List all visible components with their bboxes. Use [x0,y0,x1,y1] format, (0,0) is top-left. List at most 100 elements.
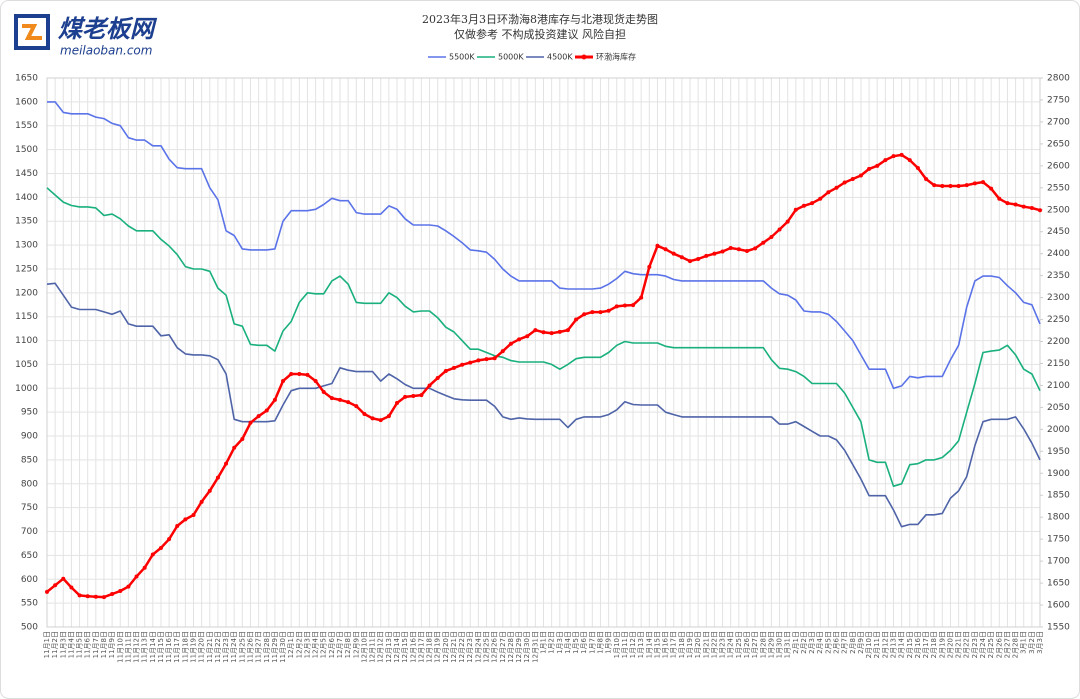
y-tick-label: 850 [21,455,38,465]
series-marker [557,329,562,334]
series-marker [867,166,872,171]
x-tick-label: 11月12日 [133,631,141,663]
x-tick-label: 2月4日 [816,631,824,654]
y2-tick-label: 1650 [1047,579,1070,589]
series-marker [671,251,676,256]
x-tick-label: 2月5日 [824,631,832,654]
series-marker [663,247,668,252]
series-marker [696,256,701,261]
x-tick-label: 1月24日 [727,631,735,658]
x-tick-label: 12月11日 [369,631,377,663]
y2-tick-label: 2000 [1047,425,1070,435]
y2-tick-label: 2400 [1047,249,1070,259]
x-tick-label: 3月3日 [1036,631,1044,654]
logo-icon-mark [22,24,42,40]
x-tick-label: 1月5日 [572,631,580,654]
y-tick-label: 1450 [15,169,38,179]
y-tick-label: 1300 [15,241,38,251]
x-tick-label: 2月13日 [889,631,897,658]
x-tick-label: 1月31日 [784,631,792,658]
x-tick-label: 1月29日 [767,631,775,658]
y2-tick-label: 1600 [1047,601,1070,611]
series-marker [1005,201,1010,206]
x-tick-label: 12月7日 [336,631,344,658]
x-tick-label: 12月29日 [515,631,523,663]
series-marker [45,589,49,594]
series-marker [386,414,391,419]
series-marker [492,356,497,361]
x-tick-label: 12月17日 [417,631,425,663]
x-tick-label: 11月20日 [198,631,206,663]
series-marker [248,420,253,425]
series-marker [972,181,977,186]
x-tick-label: 2月28日 [1012,631,1020,658]
x-tick-label: 2月27日 [1003,631,1011,658]
x-tick-label: 11月5日 [76,631,84,658]
series-marker [549,331,554,336]
y-tick-label: 1400 [15,193,38,203]
x-tick-label: 1月14日 [645,631,653,658]
x-tick-label: 12月21日 [450,631,458,663]
series-marker [956,184,961,189]
x-tick-label: 11月9日 [108,631,116,658]
x-tick-label: 1月21日 [702,631,710,658]
y2-tick-label: 2800 [1047,74,1070,84]
legend-label: 5000K [498,53,524,62]
series-marker [810,201,815,206]
series-marker [875,163,880,168]
x-tick-label: 11月4日 [67,631,75,658]
x-tick-label: 1月25日 [735,631,743,658]
x-tick-label: 1月9日 [605,631,613,654]
x-tick-label: 12月2日 [295,631,303,658]
x-tick-label: 2月21日 [955,631,963,658]
series-marker [785,219,790,224]
x-tick-label: 11月2日 [51,631,59,658]
x-tick-label: 11月21日 [206,631,214,663]
series-marker [240,437,245,442]
y-tick-label: 600 [21,575,38,585]
x-tick-label: 12月26日 [491,631,499,663]
series-marker [500,349,505,354]
x-tick-label: 2月10日 [865,631,873,658]
x-tick-label: 12月1日 [287,631,295,658]
y-tick-label: 1100 [15,336,38,346]
series-marker [981,180,986,185]
x-tick-label: 2月15日 [906,631,914,658]
x-tick-label: 11月17日 [173,631,181,663]
series-marker [655,243,660,248]
y2-tick-label: 2100 [1047,381,1070,391]
x-tick-label: 11月3日 [59,631,67,658]
series-marker [142,565,147,570]
x-tick-label: 1月15日 [653,631,661,658]
series-marker [158,545,163,550]
x-tick-label: 11月16日 [165,631,173,663]
series-marker [541,330,546,335]
legend-label: 4500K [547,53,573,62]
series-marker [150,552,155,557]
series-marker [1038,208,1042,213]
series-marker [183,517,188,522]
series-marker [744,249,749,254]
series-marker [842,180,847,185]
y-tick-label: 750 [21,503,38,513]
y2-tick-label: 2350 [1047,271,1070,281]
y2-tick-label: 2600 [1047,161,1070,171]
series-marker [460,362,465,367]
y-tick-label: 950 [21,408,38,418]
y2-tick-label: 2050 [1047,403,1070,413]
series-marker [508,341,513,346]
x-tick-label: 1月16日 [662,631,670,658]
x-tick-label: 12月27日 [499,631,507,663]
x-tick-label: 11月18日 [181,631,189,663]
x-tick-label: 2月22日 [963,631,971,658]
series-marker [525,334,530,339]
series-marker [647,264,652,269]
x-tick-label: 2月9日 [857,631,865,654]
y2-tick-label: 2200 [1047,337,1070,347]
x-tick-label: 12月31日 [531,631,539,663]
legend-item: 5500K [428,53,475,62]
x-tick-label: 12月4日 [312,631,320,658]
series-marker [338,397,343,402]
x-tick-label: 2月20日 [946,631,954,658]
series-marker [134,574,139,579]
